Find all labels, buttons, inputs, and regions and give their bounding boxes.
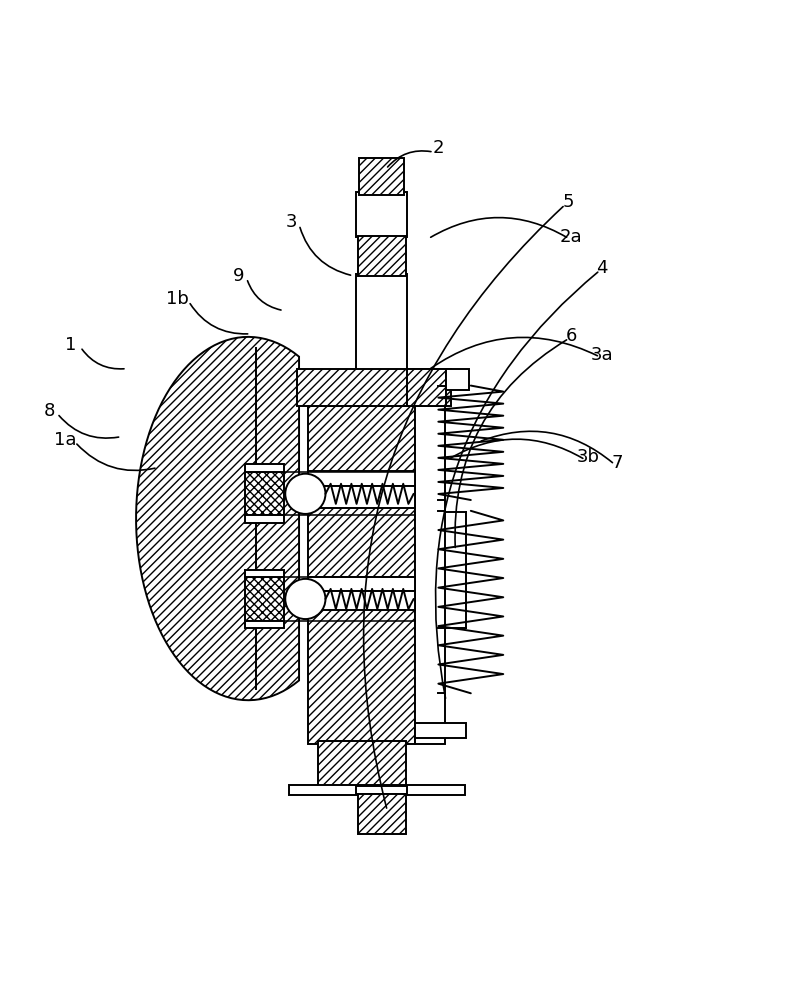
Bar: [245, 621, 284, 628]
Text: 2: 2: [433, 139, 444, 157]
Bar: [245, 515, 284, 523]
Text: 2a: 2a: [560, 228, 582, 246]
Bar: [245, 464, 284, 472]
Bar: [360, 158, 405, 195]
Bar: [297, 369, 452, 406]
Bar: [318, 741, 406, 788]
Text: 6: 6: [566, 327, 577, 345]
Text: 7: 7: [612, 454, 623, 472]
Text: 3a: 3a: [591, 346, 614, 364]
Text: 9: 9: [233, 267, 245, 285]
Bar: [289, 785, 465, 795]
Text: 1b: 1b: [165, 290, 188, 308]
Bar: [245, 570, 284, 577]
Text: 3b: 3b: [577, 448, 600, 466]
Bar: [357, 192, 408, 237]
Bar: [309, 471, 416, 486]
Text: 1: 1: [65, 336, 76, 354]
Bar: [408, 369, 446, 406]
Bar: [245, 472, 284, 515]
Bar: [416, 406, 445, 744]
Polygon shape: [136, 337, 299, 700]
Text: 5: 5: [563, 193, 574, 211]
Circle shape: [285, 474, 326, 514]
Bar: [357, 786, 408, 794]
Text: 1a: 1a: [54, 431, 76, 449]
Bar: [245, 577, 284, 621]
Text: 8: 8: [44, 402, 55, 420]
Bar: [358, 236, 406, 276]
Bar: [309, 577, 416, 591]
Bar: [309, 486, 416, 508]
Bar: [309, 591, 416, 610]
Bar: [357, 274, 408, 376]
Bar: [309, 406, 416, 744]
Text: 3: 3: [286, 213, 297, 231]
Bar: [446, 369, 469, 390]
Circle shape: [285, 579, 326, 619]
Bar: [358, 794, 406, 834]
Text: 4: 4: [597, 259, 608, 277]
Bar: [416, 723, 466, 738]
